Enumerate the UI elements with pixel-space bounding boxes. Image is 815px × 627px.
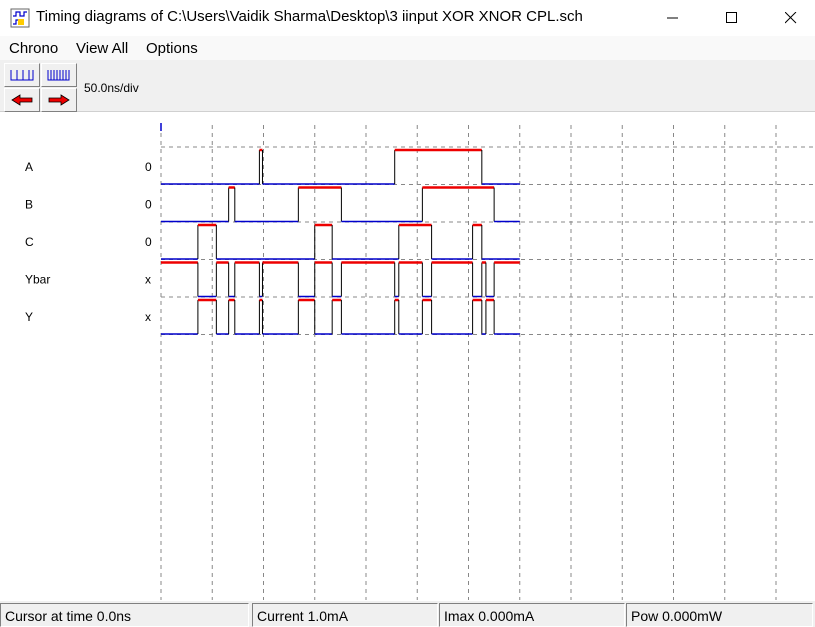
timing-chart-svg: A 0 B 0 C 0 Ybar x Y x xyxy=(25,123,815,600)
signal-name: Y xyxy=(25,310,33,324)
status-current: Current 1.0mA xyxy=(252,603,438,627)
signal-name: C xyxy=(25,235,34,249)
menu-options[interactable]: Options xyxy=(146,40,198,57)
toolbar: 50.0ns/div xyxy=(0,60,815,112)
signal-value: 0 xyxy=(145,160,152,174)
signal-name: Ybar xyxy=(25,273,50,287)
maximize-icon xyxy=(726,12,737,23)
zoom-out-button[interactable] xyxy=(4,63,40,87)
status-imax: Imax 0.000mA xyxy=(439,603,625,627)
maximize-button[interactable] xyxy=(709,0,755,36)
signal-value: 0 xyxy=(145,235,152,249)
close-icon xyxy=(785,12,797,24)
scroll-right-button[interactable] xyxy=(41,88,77,112)
signal-name: B xyxy=(25,198,33,212)
wide-pulses-icon xyxy=(10,70,34,81)
signal-value: x xyxy=(145,273,151,287)
status-pow: Pow 0.000mW xyxy=(626,603,813,627)
arrow-left-icon xyxy=(11,94,33,106)
menu-view-all[interactable]: View All xyxy=(76,40,129,57)
arrow-right-icon xyxy=(48,94,70,106)
status-cursor-time: Cursor at time 0.0ns xyxy=(0,603,249,627)
close-button[interactable] xyxy=(768,0,814,36)
title-bar: Timing diagrams of C:\Users\Vaidik Sharm… xyxy=(0,0,815,36)
zoom-in-button[interactable] xyxy=(41,63,77,87)
minimize-icon xyxy=(667,17,678,19)
narrow-pulses-icon xyxy=(47,70,70,81)
minimize-button[interactable] xyxy=(650,0,696,36)
signal-value: x xyxy=(145,310,151,324)
scroll-left-button[interactable] xyxy=(4,88,40,112)
signal-value: 0 xyxy=(145,198,152,212)
time-scale-label: 50.0ns/div xyxy=(84,81,139,95)
window-title: Timing diagrams of C:\Users\Vaidik Sharm… xyxy=(36,8,583,25)
timing-chart-icon xyxy=(10,8,30,28)
menu-bar: Chrono View All Options xyxy=(0,36,815,60)
signal-name: A xyxy=(25,160,33,174)
status-bar: Cursor at time 0.0ns Current 1.0mA Imax … xyxy=(0,601,815,627)
menu-chrono[interactable]: Chrono xyxy=(9,40,59,57)
